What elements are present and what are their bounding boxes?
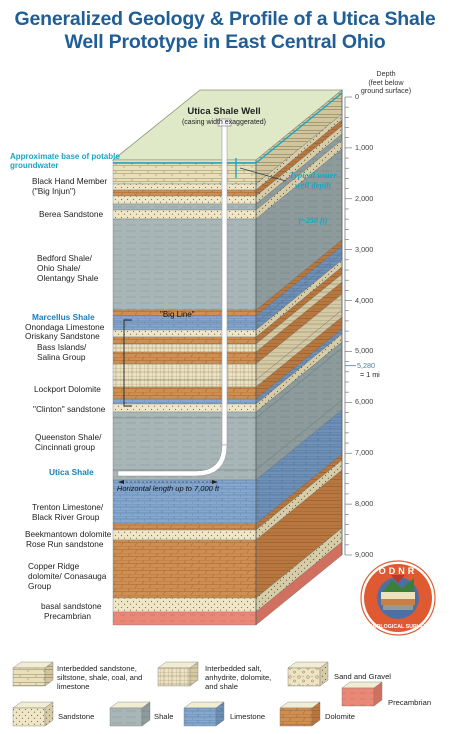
wellhead — [217, 118, 232, 127]
label-queenston: Queenston Shale/ Cincinnati group — [35, 432, 102, 452]
label-utica: Utica Shale — [49, 467, 94, 477]
stratum-front-22 — [112, 479, 257, 525]
depth-tick-label: 2,000 — [355, 193, 374, 203]
depth-tick-label: 3,000 — [355, 244, 374, 254]
legend-label-dolomite: Dolomite — [325, 712, 355, 721]
stratum-front-6 — [112, 218, 257, 311]
legend-swatch-interbedded_sandstone — [12, 661, 54, 687]
stratum-front-19 — [112, 411, 257, 419]
depth-tick-label: 9,000 — [355, 550, 374, 559]
well-note: (casing width exaggerated) — [182, 119, 266, 126]
label-precambrian: Precambrian — [44, 611, 92, 621]
well-lateral — [117, 444, 228, 477]
stratum-front-13 — [112, 351, 257, 365]
stratum-front-10 — [112, 329, 257, 338]
logo-bottom-text: GEOLOGICAL SURVEY — [369, 624, 428, 630]
label-clinton: "Clinton" sandstone — [33, 404, 106, 414]
odnr-logo: ODNR GEOLOGICAL SURVEY — [360, 560, 436, 636]
label-berea: Berea Sandstone — [39, 209, 104, 219]
legend-label-sandstone: Sandstone — [58, 712, 95, 721]
stratum-front-17 — [112, 398, 257, 405]
well-casing — [221, 124, 228, 446]
legend-label-limestone: Limestone — [230, 712, 266, 721]
stratum-front-12 — [112, 343, 257, 353]
mile-value: 5,280 — [357, 361, 375, 370]
legend-swatch-interbedded_salt — [157, 661, 199, 687]
legend-swatch-limestone — [183, 701, 225, 727]
stratum-front-1 — [112, 183, 257, 191]
label-trenton: Trenton Limestone/ Black River Group — [32, 502, 104, 522]
label-copper-ridge: Copper Ridge dolomite/ Conasauga Group — [28, 561, 107, 591]
legend-label-precambrian: Precambrian — [388, 698, 432, 707]
depth-tick-label: 6,000 — [355, 397, 374, 407]
stratum-front-9 — [112, 322, 257, 331]
legend-swatch-sand_gravel — [287, 661, 329, 687]
depth-tick-label: 0 — [355, 92, 360, 101]
label-onondaga: Onondaga Limestone — [25, 322, 105, 332]
legend-swatch-precambrian — [341, 681, 383, 707]
depth-ruler-ticks — [345, 96, 356, 556]
legend-swatch-sandstone — [12, 701, 54, 727]
label-bass: Bass Islands/ Salina Group — [37, 342, 87, 362]
stratum-front-27 — [112, 611, 257, 626]
depth-tick-label: 7,000 — [355, 448, 374, 458]
stratum-front-25 — [112, 539, 257, 599]
legend-label-interbedded_salt: Interbedded salt, anhydrite, dolomite, a… — [205, 664, 272, 691]
depth-tick-label: 1,000 — [355, 142, 374, 152]
stratum-front-11 — [112, 336, 257, 345]
well-name: Utica Shale Well — [187, 106, 260, 117]
label-beekmantown: Beekmantown dolomite — [25, 529, 112, 539]
stratum-front-24 — [112, 529, 257, 541]
legend-swatch-shale — [109, 701, 151, 727]
big-line-bracket — [123, 319, 132, 407]
legend-label-sand_gravel: Sand and Gravel — [334, 672, 391, 681]
label-rose-run: Rose Run sandstone — [26, 539, 104, 549]
legend-swatch-dolomite — [279, 701, 321, 727]
stratum-front-16 — [112, 386, 257, 400]
legend-label-interbedded_sandstone: Interbedded sandstone, siltstone, shale,… — [57, 664, 143, 691]
strata-layers — [112, 89, 343, 626]
stratum-front-3 — [112, 195, 257, 205]
legend-label-shale: Shale — [154, 712, 174, 721]
stratum-front-20 — [112, 417, 257, 471]
stratum-front-26 — [112, 597, 257, 613]
label-oriskany: Oriskany Sandstone — [25, 331, 100, 341]
page-title: Generalized Geology & Profile of a Utica… — [14, 8, 436, 53]
label-marcellus: Marcellus Shale — [32, 312, 95, 322]
stratum-front-18 — [112, 403, 257, 413]
stratum-front-2 — [112, 189, 257, 197]
lateral-arrow-left-head — [118, 480, 124, 484]
lateral-length-label: Horizontal length up to 7,000 ft — [117, 484, 220, 493]
depth-tick-label: 8,000 — [355, 499, 374, 509]
label-black-hand: Black Hand Member ("Big Injun") — [32, 176, 108, 196]
label-groundwater: Approximate base of potable groundwater — [10, 152, 120, 170]
water-well-leader — [239, 167, 287, 182]
stratum-front-23 — [112, 523, 257, 531]
depth-tick-label: 5,000 — [355, 346, 374, 356]
label-basal: basal sandstone — [41, 601, 102, 611]
water-well-value: (~250 ft) — [298, 216, 328, 225]
label-bedford: Bedford Shale/ Ohio Shale/ Olentangy Sha… — [37, 253, 99, 283]
water-well-label: Typical water well depth — [289, 170, 337, 190]
lateral-arrow-right-head — [212, 480, 218, 484]
stratum-front-14 — [112, 363, 257, 381]
legend — [12, 661, 383, 727]
depth-axis-header: Depth (feet below ground surface) — [360, 69, 412, 95]
groundwater-base-line-side — [255, 92, 343, 164]
stratum-front-4 — [112, 203, 257, 211]
label-lockport: Lockport Dolomite — [34, 384, 101, 394]
logo-top-text: ODNR — [379, 566, 418, 576]
stratum-front-0 — [112, 159, 257, 185]
stratum-front-5 — [112, 209, 257, 220]
mile-label: = 1 mi — [360, 370, 380, 379]
depth-tick-label: 4,000 — [355, 295, 374, 305]
big-line-label: "Big Line" — [160, 310, 195, 319]
stratum-front-15 — [112, 379, 257, 388]
